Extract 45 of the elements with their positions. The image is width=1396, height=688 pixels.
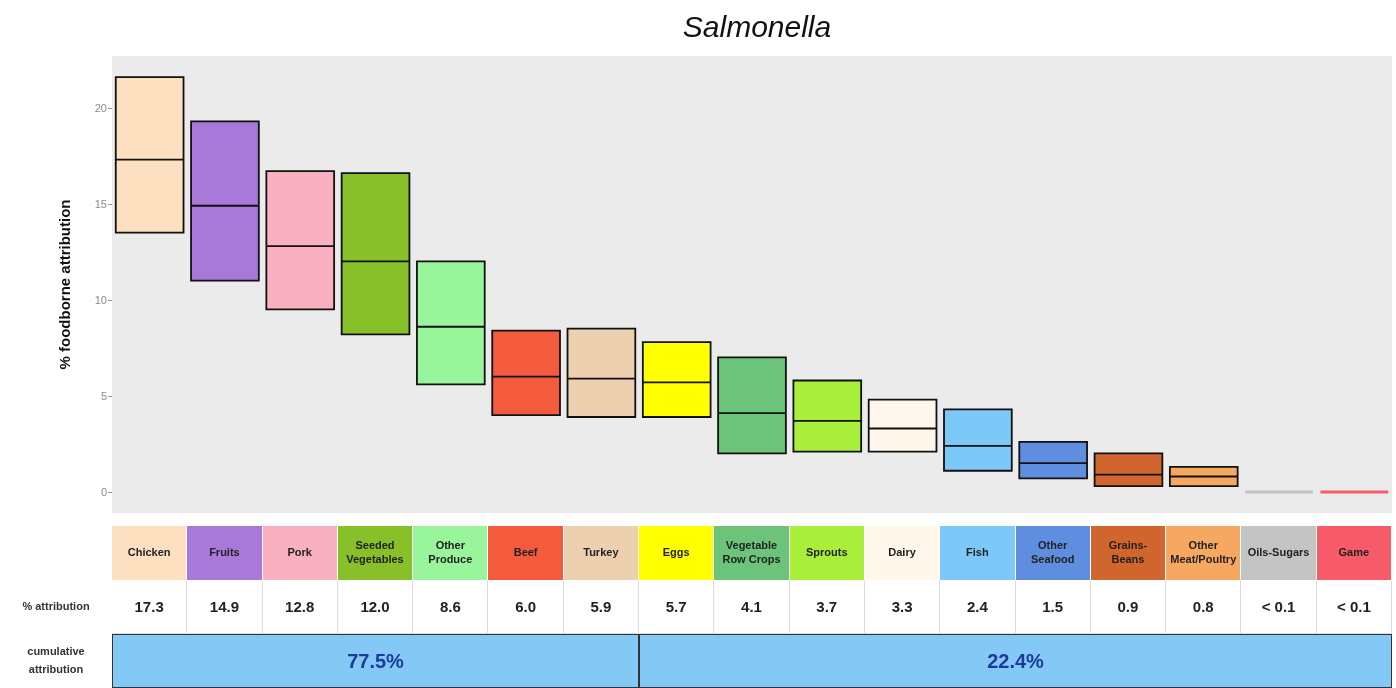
x-tick-label: Other Seafood bbox=[1015, 526, 1091, 580]
x-tick-label: Other Meat/Poultry bbox=[1166, 526, 1242, 580]
x-tick-label: Game bbox=[1316, 526, 1392, 580]
x-tick-label: Grains-Beans bbox=[1090, 526, 1167, 580]
text: 3.3 bbox=[891, 598, 913, 615]
x-tick-label: Sprouts bbox=[789, 526, 865, 580]
text: 5.9 bbox=[590, 598, 612, 615]
y-tick-label: 0 bbox=[100, 485, 107, 498]
y-axis-title: % foodborne attribution bbox=[56, 199, 73, 370]
x-tick-label: Beef bbox=[488, 526, 564, 580]
text: 5.7 bbox=[665, 598, 687, 615]
x-tick-label: Vegetable Row Crops bbox=[714, 526, 790, 580]
text: 22.4% bbox=[639, 634, 1392, 688]
text: < 0.1 bbox=[1261, 598, 1296, 615]
x-tick-label: Seeded Vegetables bbox=[337, 526, 414, 580]
text: 14.9 bbox=[209, 598, 240, 615]
text: 12.8 bbox=[285, 598, 315, 615]
x-tick-label: Other Produce bbox=[413, 526, 489, 580]
text: 3.7 bbox=[816, 598, 838, 615]
text: 1.5 bbox=[1042, 598, 1064, 615]
text: 8.6 bbox=[439, 598, 461, 615]
x-tick-label: Turkey bbox=[563, 526, 640, 580]
text: 0.8 bbox=[1192, 598, 1214, 615]
text: 6.0 bbox=[515, 598, 537, 615]
y-tick-label: 15 bbox=[94, 197, 107, 210]
x-tick-label: Chicken bbox=[112, 526, 188, 580]
x-tick-label: Eggs bbox=[639, 526, 715, 580]
chart-title: Salmonella bbox=[682, 9, 832, 43]
y-tick-label: 5 bbox=[100, 389, 107, 402]
text: 0.9 bbox=[1117, 598, 1139, 615]
x-tick-label: Dairy bbox=[864, 526, 941, 580]
y-tick-label: 20 bbox=[94, 101, 107, 114]
x-tick-label: Pork bbox=[262, 526, 338, 580]
text: < 0.1 bbox=[1336, 598, 1371, 615]
x-tick-label: Fruits bbox=[187, 526, 263, 580]
text: 12.0 bbox=[360, 598, 390, 615]
text: 17.3 bbox=[134, 598, 164, 615]
text: 77.5% bbox=[112, 634, 640, 688]
y-tick-label: 10 bbox=[94, 293, 107, 306]
text: 4.1 bbox=[741, 598, 762, 615]
text: 2.4 bbox=[966, 598, 988, 615]
x-tick-label: Fish bbox=[940, 526, 1016, 580]
text: cumulative attribution bbox=[26, 644, 86, 677]
x-tick-label: Oils-Sugars bbox=[1241, 526, 1317, 580]
text: % attribution bbox=[21, 599, 91, 615]
